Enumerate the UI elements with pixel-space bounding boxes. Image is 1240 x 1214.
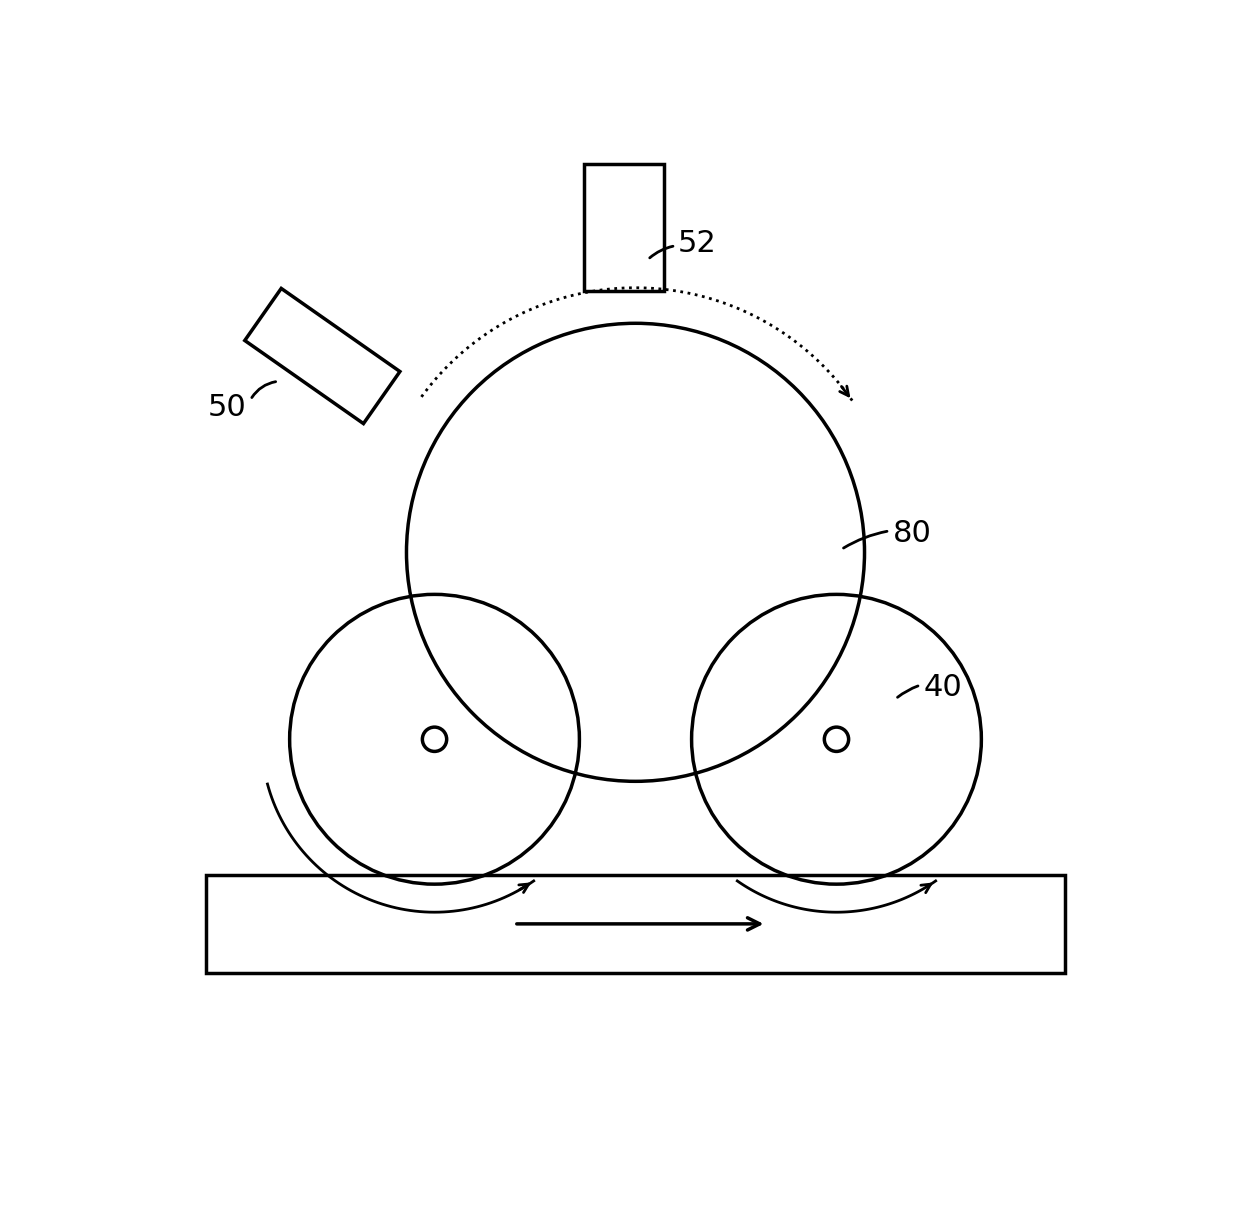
Text: 50: 50 bbox=[207, 393, 246, 422]
FancyArrowPatch shape bbox=[843, 532, 887, 548]
FancyArrowPatch shape bbox=[252, 381, 275, 397]
Bar bbox=[206, 875, 1065, 972]
Bar bbox=[584, 164, 663, 290]
Text: 80: 80 bbox=[893, 520, 931, 548]
Text: 52: 52 bbox=[677, 229, 717, 259]
FancyArrowPatch shape bbox=[898, 686, 918, 697]
FancyArrowPatch shape bbox=[650, 246, 673, 257]
Text: 40: 40 bbox=[924, 674, 962, 703]
